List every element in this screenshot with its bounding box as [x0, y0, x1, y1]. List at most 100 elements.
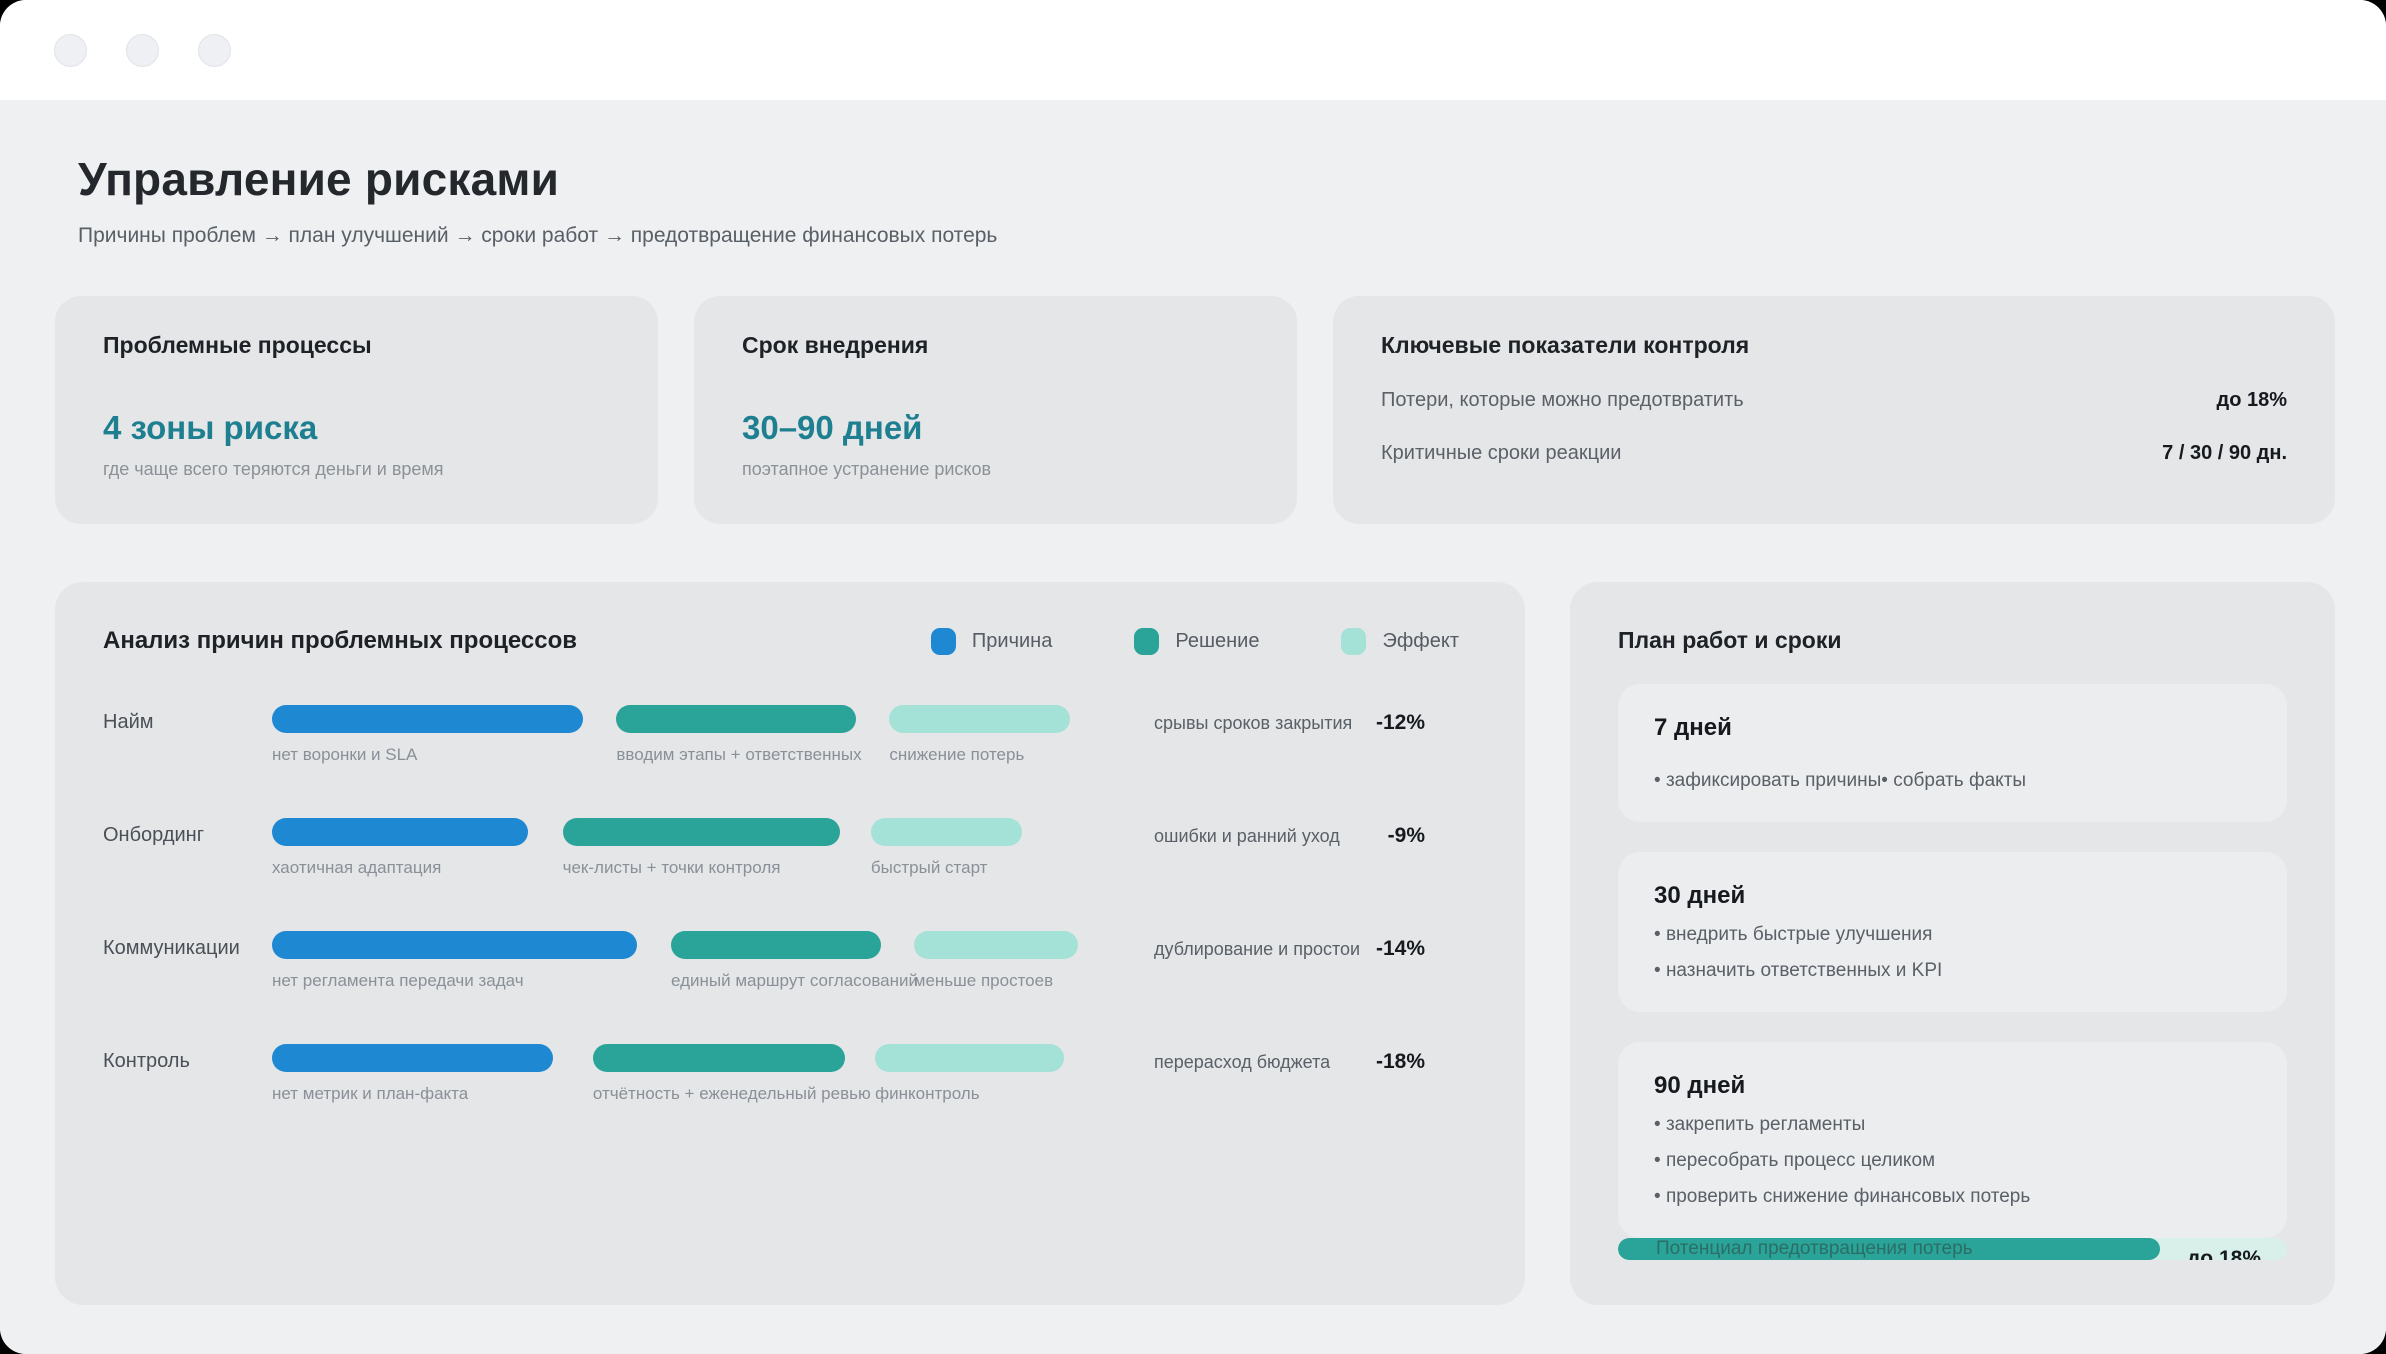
- chart-bars: нет регламента передачи задач единый мар…: [272, 921, 1112, 1034]
- progress-label: Потенциал предотвращения потерь: [1656, 1238, 1973, 1259]
- analysis-panel: Анализ причин проблемных процессов Причи…: [55, 582, 1525, 1305]
- stage-item: собрать факты: [1881, 770, 2026, 792]
- chart-row-onboarding: Онбординг хаотичная адаптация чек-листы …: [103, 808, 1477, 921]
- kpi-label: Критичные сроки реакции: [1381, 442, 1622, 464]
- page-title: Управление рисками: [78, 153, 560, 205]
- stage-30-days: 30 дней внедрить быстрые улучшения назна…: [1618, 852, 2287, 1012]
- stage-title: 30 дней: [1654, 882, 1746, 909]
- bar-cause: [272, 1044, 554, 1072]
- bar-effect: [913, 931, 1078, 959]
- chart-bars: нет воронки и SLA вводим этапы + ответст…: [272, 695, 1112, 808]
- bar-solution: [562, 818, 840, 846]
- card-value: 4 зоны риска: [103, 409, 318, 446]
- impact-text: перерасход бюджета: [1154, 1052, 1331, 1072]
- kpi-row: Потери, которые можно предотвратить до 1…: [1381, 389, 2287, 412]
- card-title: Срок внедрения: [742, 332, 929, 358]
- chart-row-control: Контроль нет метрик и план-факта отчётно…: [103, 1034, 1477, 1147]
- stage-90-days: 90 дней закрепить регламенты пересобрать…: [1618, 1042, 2287, 1238]
- window-titlebar: [0, 0, 2386, 100]
- bar-caption-cause: нет воронки и SLA: [272, 745, 418, 764]
- stage-title: 7 дней: [1654, 714, 1732, 741]
- bar-caption-solution: единый маршрут согласований: [671, 971, 918, 990]
- impact-value: -9%: [1387, 824, 1425, 847]
- kpi-row: Критичные сроки реакции 7 / 30 / 90 дн.: [1381, 442, 2287, 465]
- impact-text: дублирование и простои: [1154, 939, 1361, 959]
- chart-category: Онбординг: [103, 824, 205, 846]
- analysis-title: Анализ причин проблемных процессов: [103, 627, 578, 654]
- kpi-value: 7 / 30 / 90 дн.: [2162, 442, 2287, 464]
- stage-item: зафиксировать причины: [1654, 770, 1881, 792]
- chart-annotation: дублирование и простои -14%: [1112, 937, 1477, 1034]
- card-title: Проблемные процессы: [103, 332, 372, 358]
- legend-swatch-effect: [1341, 627, 1367, 655]
- bar-caption-solution: вводим этапы + ответственных: [616, 745, 862, 764]
- impact-value: -14%: [1375, 937, 1425, 960]
- card-caption: поэтапное устранение рисков: [742, 459, 992, 479]
- bar-caption-effect: снижение потерь: [889, 745, 1025, 764]
- card-implementation-term: Срок внедрения 30–90 дней поэтапное устр…: [694, 296, 1297, 524]
- impact-text: ошибки и ранний уход: [1154, 826, 1340, 846]
- legend-label: Решение: [1175, 629, 1260, 652]
- impact-value: -18%: [1375, 1050, 1425, 1073]
- card-caption: где чаще всего теряются деньги и время: [103, 459, 444, 479]
- stage-item: пересобрать процесс целиком: [1654, 1150, 2251, 1172]
- stage-item: проверить снижение финансовых потерь: [1654, 1186, 2251, 1208]
- bar-solution: [592, 1044, 845, 1072]
- chart-annotation: перерасход бюджета -18%: [1112, 1050, 1477, 1147]
- stage-item: закрепить регламенты: [1654, 1114, 2251, 1136]
- bar-cause: [272, 705, 583, 733]
- chart-bars: хаотичная адаптация чек-листы + точки ко…: [272, 808, 1112, 921]
- chart-row-hiring: Найм нет воронки и SLA вводим этапы + от…: [103, 695, 1477, 808]
- progress-value: до 18%: [2186, 1247, 2261, 1260]
- stage-items: закрепить регламенты пересобрать процесс…: [1654, 1114, 2251, 1208]
- window-button-close[interactable]: [54, 33, 87, 67]
- bar-solution: [671, 931, 881, 959]
- chart-category: Коммуникации: [103, 937, 240, 959]
- legend-label: Причина: [971, 629, 1053, 652]
- card-key-indicators: Ключевые показатели контроля Потери, кот…: [1333, 296, 2335, 524]
- bar-effect: [875, 1044, 1065, 1072]
- plan-title: План работ и сроки: [1618, 627, 1842, 653]
- bar-caption-cause: нет метрик и план-факта: [272, 1084, 469, 1103]
- stage-title: 90 дней: [1654, 1072, 1746, 1099]
- analysis-header: Анализ причин проблемных процессов Причи…: [103, 627, 1477, 655]
- bar-caption-effect: финконтроль: [875, 1084, 980, 1103]
- card-title: Ключевые показатели контроля: [1381, 332, 1750, 358]
- chart-legend: Причина Решение Эффект: [930, 627, 1477, 655]
- bar-effect: [889, 705, 1070, 733]
- chart-row-communications: Коммуникации нет регламента передачи зад…: [103, 921, 1477, 1034]
- legend-swatch-cause: [930, 627, 956, 655]
- page-subtitle: Причины проблем → план улучшений → сроки…: [78, 224, 998, 247]
- bar-caption-effect: быстрый старт: [870, 858, 988, 877]
- window-button-maximize[interactable]: [198, 33, 231, 67]
- stage-items: зафиксировать причины собрать факты: [1654, 756, 2251, 792]
- bar-cause: [272, 931, 638, 959]
- summary-cards-row: Проблемные процессы 4 зоны риска где чащ…: [55, 296, 2335, 524]
- kpi-value: до 18%: [2216, 389, 2288, 411]
- page-content: Управление рисками Причины проблем → пла…: [0, 100, 2386, 1354]
- card-value: 30–90 дней: [742, 409, 923, 446]
- bar-caption-solution: чек-листы + точки контроля: [562, 858, 781, 877]
- bar-caption-cause: хаотичная адаптация: [272, 858, 442, 877]
- chart-category: Найм: [103, 711, 154, 733]
- chart-annotation: ошибки и ранний уход -9%: [1112, 824, 1477, 921]
- bar-solution: [616, 705, 856, 733]
- legend-item-solution: Решение: [1134, 627, 1260, 655]
- stage-items: внедрить быстрые улучшения назначить отв…: [1654, 924, 2251, 982]
- bar-caption-cause: нет регламента передачи задач: [272, 971, 524, 990]
- main-row: Анализ причин проблемных процессов Причи…: [55, 582, 2335, 1305]
- legend-swatch-solution: [1134, 627, 1160, 655]
- bar-effect: [870, 818, 1023, 846]
- bar-cause: [272, 818, 529, 846]
- bar-caption-effect: меньше простоев: [913, 971, 1054, 990]
- plan-panel: План работ и сроки 7 дней зафиксировать …: [1570, 582, 2335, 1305]
- legend-item-cause: Причина: [930, 627, 1053, 655]
- stage-item: назначить ответственных и KPI: [1654, 960, 2251, 982]
- stage-7-days: 7 дней зафиксировать причины собрать фак…: [1618, 684, 2287, 822]
- impact-value: -12%: [1375, 711, 1425, 734]
- impact-text: срывы сроков закрытия: [1154, 713, 1353, 733]
- window-button-minimize[interactable]: [126, 33, 159, 67]
- chart-category: Контроль: [103, 1050, 190, 1072]
- chart-annotation: срывы сроков закрытия -12%: [1112, 711, 1477, 808]
